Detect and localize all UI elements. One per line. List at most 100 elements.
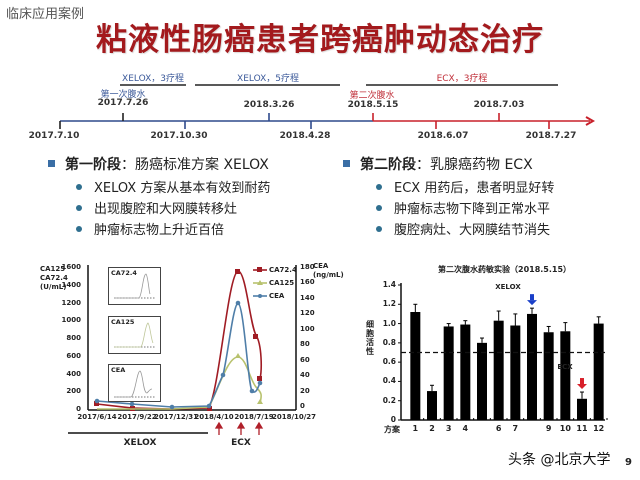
phase1-item-text: 肿瘤标志物上升近百倍 xyxy=(94,223,225,238)
phase2-title: 第二阶段 xyxy=(360,157,416,173)
ecx-annotation: ECX xyxy=(557,363,573,371)
phase1-heading: 第一阶段：肠癌标准方案 XELOX xyxy=(48,154,269,174)
y-tick: 0.4 xyxy=(382,376,396,386)
timeline-date-below: 2017.10.30 xyxy=(150,131,208,141)
bullet-dot-icon xyxy=(76,225,82,232)
bar xyxy=(477,342,487,420)
bar xyxy=(493,320,504,420)
y-tick-right: 140 xyxy=(300,294,315,302)
section-label: 临床应用案例 xyxy=(6,7,85,22)
y-tick-left: 1000 xyxy=(61,316,81,324)
inset-ca125: CA125 xyxy=(108,316,161,354)
y-tick-left: 1600 xyxy=(61,263,81,271)
y-tick: 0.8 xyxy=(382,337,396,347)
y-tick-right: 100 xyxy=(300,325,315,333)
y-tick-left: 1400 xyxy=(61,281,81,289)
timeline-segment-2: XELOX，5疗程 xyxy=(237,74,299,84)
phase2-item-text: 腹腔病灶、大网膜结节消失 xyxy=(394,223,551,238)
y-tick-right: 20 xyxy=(300,387,310,395)
inset-label: CA72.4 xyxy=(111,269,137,277)
y-tick: 1.0 xyxy=(382,318,396,328)
legend-ca724: CA72.4 xyxy=(269,266,297,274)
y-tick-left: 600 xyxy=(66,352,81,360)
square-bullet-icon xyxy=(48,159,55,167)
x-tick: 10 xyxy=(559,424,571,433)
x-tick: 4 xyxy=(462,424,469,433)
drug-sensitivity-chart: 第二次腹水药敏实验（2018.5.15） 细胞活性 1.4 1.2 1.0 0.8 0.… xyxy=(360,260,630,440)
y-tick-left: 800 xyxy=(66,334,81,342)
right-axis-title: CEA (ng/mL) xyxy=(313,262,344,279)
phase2-item-text: 肿瘤标志物下降到正常水平 xyxy=(394,202,551,217)
bar xyxy=(593,323,604,420)
watermark: 头条 @北京大学 xyxy=(508,452,611,468)
phase2-item-text: ECX 用药后，患者明显好转 xyxy=(394,181,555,196)
phase2-item: 肿瘤标志物下降到正常水平 xyxy=(376,198,550,217)
timeline-event-1-date: 2017.7.26 xyxy=(97,98,149,108)
xelox-annotation: XELOX xyxy=(495,283,521,291)
line-chart-plot xyxy=(68,265,297,435)
y-tick-left: 400 xyxy=(66,370,81,378)
bar xyxy=(460,324,471,420)
x-tick: 3 xyxy=(445,424,452,433)
x-tick: 2018/4/10 xyxy=(194,413,234,421)
inset-ca724: CA72.4 xyxy=(108,267,161,305)
x-tick: 1 xyxy=(412,424,419,433)
x-tick: 2 xyxy=(429,424,435,433)
timeline-event-1-label: 第一次腹水 xyxy=(100,90,146,100)
y-tick-right: 160 xyxy=(300,278,315,286)
timeline-segment-1: XELOX，3疗程 xyxy=(122,74,184,84)
bar xyxy=(410,312,421,420)
bar xyxy=(577,398,587,420)
y-tick-right: 80 xyxy=(300,340,310,348)
x-axis-label: 方案 xyxy=(384,425,400,434)
y-tick: 0.2 xyxy=(382,395,396,405)
bullet-dot-icon xyxy=(376,183,382,190)
phase2-text: ：乳腺癌药物 ECX xyxy=(416,157,533,173)
phase1-item-text: 出现腹腔和大网膜转移灶 xyxy=(94,202,238,217)
y-tick-left: 200 xyxy=(66,387,81,395)
bar xyxy=(427,391,437,420)
timeline-date-below: 2018.6.07 xyxy=(417,131,469,141)
treatment-timeline: XELOX，3疗程 XELOX，5疗程 ECX，3疗程 第一次腹水 2017.7… xyxy=(0,60,640,150)
bar xyxy=(510,325,521,420)
legend-ca125: CA125 xyxy=(269,279,295,287)
phase1-item: 肿瘤标志物上升近百倍 xyxy=(76,219,224,238)
inset-label: CA125 xyxy=(111,318,135,326)
timeline-date-above: 2018.7.03 xyxy=(473,100,525,110)
x-tick: 12 xyxy=(593,424,605,433)
phase2-item: ECX 用药后，患者明显好转 xyxy=(376,177,554,196)
phase1-item-text: XELOX 方案从基本有效到耐药 xyxy=(94,181,271,196)
bar-plot xyxy=(398,283,608,421)
y-tick-right: 40 xyxy=(300,371,310,379)
x-tick: 6 xyxy=(495,424,502,433)
bar xyxy=(527,313,537,420)
legend-cea: CEA xyxy=(269,292,285,300)
xelox-phase-label: XELOX xyxy=(123,438,157,448)
bullet-dot-icon xyxy=(376,204,382,211)
y-tick-right: 60 xyxy=(300,356,310,364)
ecx-phase-label: ECX xyxy=(231,438,251,448)
y-tick: 0.6 xyxy=(382,357,396,367)
bar-chart-title: 第二次腹水药敏实验（2018.5.15） xyxy=(438,265,572,274)
page-title: 粘液性肠癌患者跨癌肿动态治疗 xyxy=(96,22,544,58)
timeline-segment-3: ECX，3疗程 xyxy=(436,74,488,84)
timeline-date-below: 2018.4.28 xyxy=(279,131,331,141)
bar xyxy=(560,331,571,420)
y-tick-left: 1200 xyxy=(61,299,81,307)
tumor-marker-chart: CA125 CA72.4 (U/mL) CEA (ng/mL) 1600 140… xyxy=(0,245,350,465)
y-tick: 0 xyxy=(390,415,396,424)
bullet-dot-icon xyxy=(76,183,82,190)
phase1-title: 第一阶段 xyxy=(65,157,121,173)
timeline-event-2-date: 2018.5.15 xyxy=(347,100,399,110)
phase1-item: XELOX 方案从基本有效到耐药 xyxy=(76,177,270,196)
inset-label: CEA xyxy=(111,366,126,374)
phase2-heading: 第二阶段：乳腺癌药物 ECX xyxy=(343,154,533,174)
inset-cea: CEA xyxy=(108,364,161,402)
left-axis-title: CA125 CA72.4 (U/mL) xyxy=(40,265,68,291)
x-tick: 11 xyxy=(576,424,588,433)
x-tick: 2017/9/22 xyxy=(117,413,157,421)
y-tick-right: 180 xyxy=(300,263,315,271)
square-bullet-icon xyxy=(343,159,350,167)
x-tick: 2017/6/14 xyxy=(77,413,117,421)
y-axis-label: 细胞活性 xyxy=(366,320,374,356)
